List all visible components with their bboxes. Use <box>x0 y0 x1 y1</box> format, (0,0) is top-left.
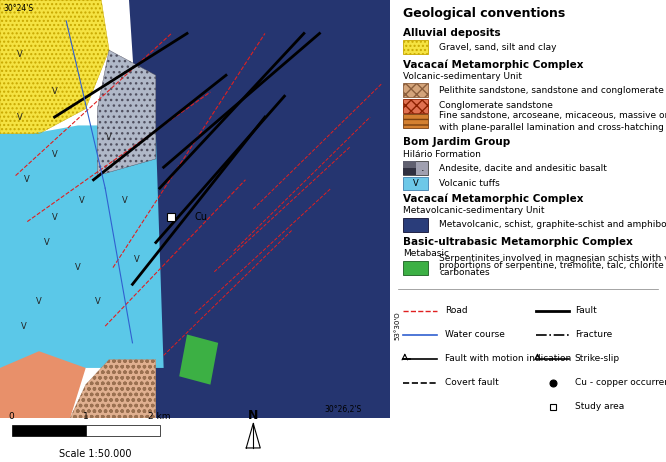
Text: V: V <box>52 150 57 159</box>
Text: Metavolcanic, schist, graphite-schist and amphibolite: Metavolcanic, schist, graphite-schist an… <box>440 220 666 229</box>
Text: Pelithite sandstone, sandstone and conglomerate: Pelithite sandstone, sandstone and congl… <box>440 86 664 95</box>
Text: Water course: Water course <box>445 330 505 339</box>
Text: Road: Road <box>445 306 468 315</box>
Text: Fine sandstone, arcoseane, micaceous, massive or: Fine sandstone, arcoseane, micaceous, ma… <box>440 111 666 120</box>
Bar <box>404 161 428 175</box>
Text: Fault with motion indication: Fault with motion indication <box>445 354 571 363</box>
Text: 1: 1 <box>83 412 89 421</box>
Bar <box>404 168 416 175</box>
Text: V: V <box>25 175 30 184</box>
Text: V: V <box>21 322 26 331</box>
Text: 30°24'S: 30°24'S <box>4 4 34 13</box>
Polygon shape <box>0 351 86 418</box>
Text: V: V <box>52 87 57 97</box>
Text: Conglomerate sandstone: Conglomerate sandstone <box>440 101 553 110</box>
Polygon shape <box>97 50 156 176</box>
Text: Fault: Fault <box>575 306 597 315</box>
Text: V: V <box>17 50 23 59</box>
Text: Basic-ultrabasic Metamorphic Complex: Basic-ultrabasic Metamorphic Complex <box>404 237 633 247</box>
Text: 2 km: 2 km <box>149 412 171 421</box>
Polygon shape <box>129 0 390 418</box>
Bar <box>404 176 428 190</box>
Text: Hilário Formation: Hilário Formation <box>404 150 482 159</box>
Text: Serpentinites involved in magnesian schists with varying: Serpentinites involved in magnesian schi… <box>440 254 666 263</box>
Text: Covert fault: Covert fault <box>445 378 499 387</box>
Text: Cu: Cu <box>194 213 208 222</box>
Text: 0: 0 <box>9 412 15 421</box>
Text: Metavolcanic-sedimentary Unit: Metavolcanic-sedimentary Unit <box>404 207 545 215</box>
Text: Alluvial deposits: Alluvial deposits <box>404 28 501 38</box>
Text: V: V <box>95 297 101 305</box>
Text: Fracture: Fracture <box>575 330 612 339</box>
Text: V: V <box>17 113 23 122</box>
Text: Cu - copper occurrence: Cu - copper occurrence <box>575 378 666 387</box>
Text: carbonates: carbonates <box>440 268 490 277</box>
Polygon shape <box>179 334 218 385</box>
Text: Study area: Study area <box>575 402 624 411</box>
Text: Volcanic-sedimentary Unit: Volcanic-sedimentary Unit <box>404 72 522 81</box>
Text: V: V <box>52 213 57 222</box>
Bar <box>404 261 428 275</box>
Text: Strike-slip: Strike-slip <box>575 354 620 363</box>
Bar <box>404 83 428 97</box>
Text: .: . <box>420 163 424 173</box>
Bar <box>404 40 428 54</box>
Bar <box>404 161 416 168</box>
Text: 30°26,2'S: 30°26,2'S <box>324 405 362 414</box>
Text: Geological conventions: Geological conventions <box>404 7 565 20</box>
Text: Vacacaí Metamorphic Complex: Vacacaí Metamorphic Complex <box>404 194 584 204</box>
Text: 53°30'O: 53°30'O <box>394 312 400 340</box>
Text: V: V <box>133 255 139 264</box>
Text: Volcanic tuffs: Volcanic tuffs <box>440 179 500 188</box>
Polygon shape <box>70 359 156 418</box>
Text: Bom Jardim Group: Bom Jardim Group <box>404 138 511 147</box>
Text: V: V <box>122 196 128 205</box>
Text: proportions of serpentine, tremolite, talc, chlorite and: proportions of serpentine, tremolite, ta… <box>440 261 666 270</box>
Text: V: V <box>75 263 81 272</box>
Text: Vacacaí Metamorphic Complex: Vacacaí Metamorphic Complex <box>404 60 584 70</box>
Text: V: V <box>106 134 112 142</box>
Text: with plane-parallel lamination and cross-hatching: with plane-parallel lamination and cross… <box>440 123 664 132</box>
Bar <box>404 114 428 128</box>
Text: Metabasic: Metabasic <box>404 249 450 259</box>
Bar <box>404 218 428 231</box>
Text: V: V <box>413 179 419 188</box>
Bar <box>86 425 160 436</box>
Text: V: V <box>36 297 42 305</box>
Polygon shape <box>0 126 164 368</box>
Bar <box>404 99 428 113</box>
Text: V: V <box>79 196 85 205</box>
Polygon shape <box>0 0 109 134</box>
Text: V: V <box>44 238 50 247</box>
Text: Andesite, dacite and andesitic basalt: Andesite, dacite and andesitic basalt <box>440 164 607 173</box>
Bar <box>12 425 86 436</box>
Text: Gravel, sand, silt and clay: Gravel, sand, silt and clay <box>440 43 557 52</box>
Text: Scale 1:50.000: Scale 1:50.000 <box>59 450 132 459</box>
Text: N: N <box>248 408 258 422</box>
